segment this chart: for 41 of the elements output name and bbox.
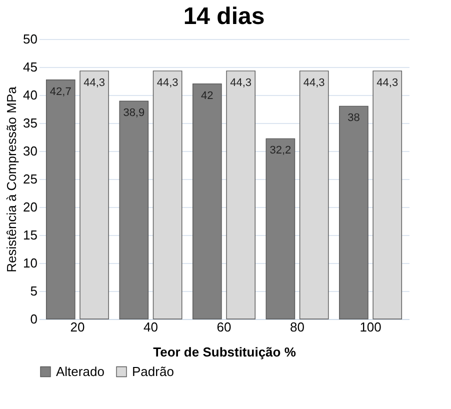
- bar: [119, 100, 149, 320]
- bar: [80, 70, 109, 320]
- y-tick-label: 20: [23, 200, 38, 214]
- bar: [299, 70, 329, 320]
- bar: [192, 83, 222, 320]
- legend-label: Alterado: [56, 364, 104, 379]
- y-axis-title: Resistência à Compressão MPa: [4, 86, 20, 272]
- bar: [372, 70, 402, 320]
- data-label: 44,3: [156, 76, 178, 89]
- data-label: 38,9: [123, 107, 145, 120]
- bar: [152, 70, 182, 320]
- y-tick-label: 5: [30, 284, 38, 298]
- x-tick-label: 40: [144, 320, 158, 334]
- bar: [46, 80, 76, 320]
- chart-title: 14 dias: [183, 3, 265, 30]
- y-tick-label: 35: [23, 116, 38, 130]
- y-tick-label: 45: [23, 60, 38, 74]
- data-label: 44,3: [376, 76, 398, 89]
- y-tick-label: 0: [30, 312, 38, 326]
- data-label: 42: [201, 90, 214, 102]
- x-tick-label: 100: [360, 320, 382, 334]
- y-tick-label: 50: [23, 32, 38, 46]
- y-tick-label: 10: [23, 256, 38, 270]
- data-label: 44,3: [84, 76, 106, 89]
- data-label: 32,2: [270, 144, 292, 157]
- x-axis-title: Teor de Substituição %: [153, 344, 296, 360]
- x-tick-label: 80: [290, 320, 304, 334]
- data-label: 44,3: [230, 76, 252, 89]
- bar: [226, 70, 256, 320]
- y-tick-label: 30: [23, 144, 38, 158]
- data-label: 42,7: [50, 86, 72, 98]
- y-tick-label: 40: [23, 88, 38, 102]
- bar: [339, 106, 368, 320]
- data-label: 38: [348, 112, 360, 124]
- y-tick-label: 25: [23, 172, 38, 186]
- x-tick-label: 60: [216, 320, 232, 334]
- y-tick-label: 15: [23, 228, 38, 242]
- data-label: 44,3: [303, 76, 325, 89]
- x-tick-label: 20: [70, 320, 85, 334]
- bar: [266, 138, 296, 320]
- legend-label: Padrão: [132, 364, 174, 379]
